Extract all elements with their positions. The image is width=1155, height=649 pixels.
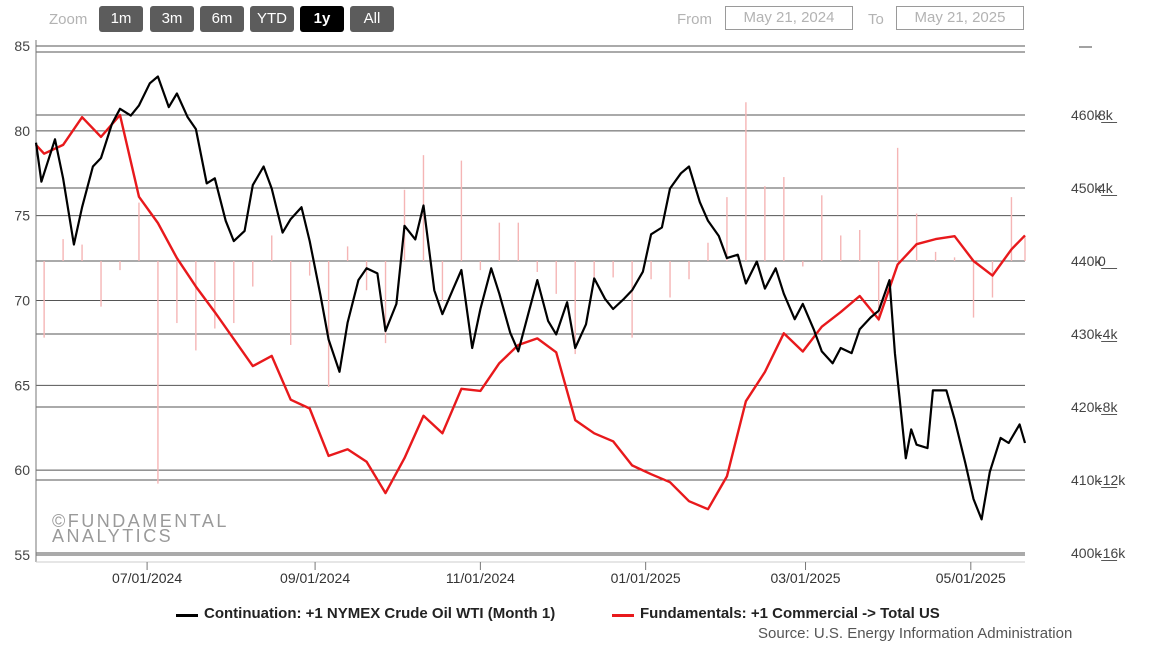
legend-item-price[interactable]: Continuation: +1 NYMEX Crude Oil WTI (Mo… xyxy=(204,605,556,622)
zoom-1m-button[interactable]: 1m xyxy=(99,6,143,32)
y-right-inner-tick-label: 450k__ xyxy=(1071,180,1117,196)
zoom-all-button[interactable]: All xyxy=(350,6,394,32)
logo-line-2: ANALYTICS xyxy=(52,526,174,546)
logo-line-1: ©FUNDAMENTAL xyxy=(52,511,229,531)
x-tick-label: 01/01/2025 xyxy=(611,570,681,586)
from-label: From xyxy=(677,11,712,28)
legend-swatch-price xyxy=(176,614,198,617)
x-tick-label: 09/01/2024 xyxy=(280,570,350,586)
y-left-tick-label: 80 xyxy=(14,123,30,139)
source-credit: Source: U.S. Energy Information Administ… xyxy=(758,625,1073,642)
x-tick-label: 07/01/2024 xyxy=(112,570,182,586)
y-right-outer-tick-label: 4k xyxy=(1098,180,1114,196)
y-right-outer-tick-label: -8k xyxy=(1098,399,1118,415)
y-left-tick-label: 65 xyxy=(14,377,30,393)
y-left-tick-label: 70 xyxy=(14,293,30,309)
from-date-input[interactable] xyxy=(725,6,853,30)
y-right-inner-tick-label: 440k__ xyxy=(1071,253,1117,269)
y-right-inner-tick-label: 410k__ xyxy=(1071,472,1117,488)
to-label: To xyxy=(868,11,884,28)
legend-item-fundamentals[interactable]: Fundamentals: +1 Commercial -> Total US xyxy=(640,605,940,622)
legend-swatch-fundamentals xyxy=(612,614,634,617)
y-left-tick-label: 75 xyxy=(14,208,30,224)
zoom-3m-button[interactable]: 3m xyxy=(150,6,194,32)
y-left-tick-label: 55 xyxy=(14,547,30,563)
y-left-tick-label: 60 xyxy=(14,462,30,478)
fundamentals-series-line xyxy=(35,113,1026,511)
y-left-tick-label: 85 xyxy=(14,38,30,54)
y-right-outer-tick-label: -12k xyxy=(1098,472,1126,488)
price-series-line xyxy=(34,75,1027,521)
zoom-6m-button[interactable]: 6m xyxy=(200,6,244,32)
zoom-1y-button[interactable]: 1y xyxy=(300,6,344,32)
y-right-outer-tick-label: -16k xyxy=(1098,545,1126,561)
y-right-inner-tick-label: 430k__ xyxy=(1071,326,1117,342)
y-right-inner-tick-label: 420k__ xyxy=(1071,399,1117,415)
to-date-input[interactable] xyxy=(896,6,1024,30)
logo: ©FUNDAMENTAL ANALYTICS xyxy=(52,511,229,546)
y-right-inner-tick-label: 400k__ xyxy=(1071,545,1117,561)
zoom-ytd-button[interactable]: YTD xyxy=(250,6,294,32)
x-tick-label: 05/01/2025 xyxy=(936,570,1006,586)
toolbar: Zoom 1m 3m 6m YTD 1y All From To xyxy=(0,0,1155,40)
y-right-outer-tick-label: -4k xyxy=(1098,326,1118,342)
x-tick-label: 03/01/2025 xyxy=(770,570,840,586)
x-tick-label: 11/01/2024 xyxy=(446,570,515,586)
y-right-inner-tick-label: 460k__ xyxy=(1071,107,1117,123)
y-right-outer-tick-label: 8k xyxy=(1098,107,1114,123)
zoom-label: Zoom xyxy=(49,11,88,28)
y-right-outer-tick-label: 0 xyxy=(1098,253,1106,269)
